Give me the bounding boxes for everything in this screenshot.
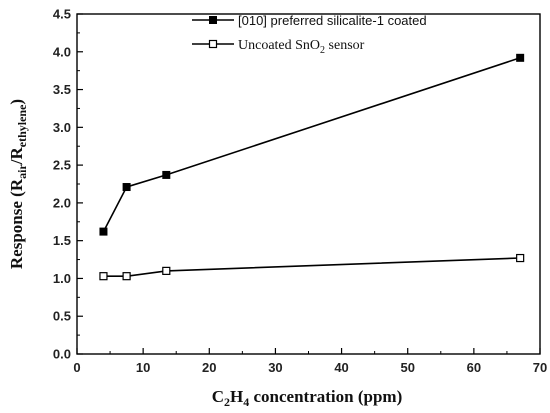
y-tick-label: 3.0 bbox=[53, 120, 71, 135]
data-point-1-2 bbox=[162, 266, 171, 275]
y-tick-label: 0.5 bbox=[53, 309, 71, 324]
y-title-post: ) bbox=[7, 99, 26, 105]
legend-label-uncoated: Uncoated SnO2 sensor bbox=[238, 38, 365, 56]
x-title-mid: H bbox=[230, 387, 243, 406]
x-axis-ticks: 0 10 20 30 40 50 60 70 bbox=[73, 348, 547, 375]
x-tick-label: 40 bbox=[334, 360, 348, 375]
y-tick-label: 2.5 bbox=[53, 158, 71, 173]
legend-label-coated: [010] preferred silicalite-1 coated bbox=[238, 13, 427, 28]
x-title-sub2: 4 bbox=[243, 395, 249, 409]
y-tick-label: 1.0 bbox=[53, 271, 71, 286]
y-tick-label: 4.0 bbox=[53, 44, 71, 59]
legend: [010] preferred silicalite-1 coated Unco… bbox=[192, 13, 427, 56]
legend-label-uncoated-pre: Uncoated SnO bbox=[238, 38, 320, 53]
data-point-1-0 bbox=[99, 272, 108, 281]
x-tick-label: 50 bbox=[400, 360, 414, 375]
data-point-1-3 bbox=[516, 253, 525, 263]
x-tick-label: 30 bbox=[268, 360, 282, 375]
x-tick-label: 10 bbox=[136, 360, 150, 375]
y-tick-label: 0.0 bbox=[53, 347, 71, 362]
x-tick-label: 20 bbox=[202, 360, 216, 375]
y-title-pre: Response (R bbox=[7, 178, 26, 269]
plot-frame bbox=[76, 13, 541, 355]
x-tick-label: 70 bbox=[533, 360, 547, 375]
x-title-rest: concentration (ppm) bbox=[249, 387, 402, 406]
legend-marker-coated bbox=[209, 16, 217, 24]
series-line-0 bbox=[102, 57, 521, 232]
plot-border bbox=[76, 13, 541, 355]
legend-label-uncoated-sub: 2 bbox=[320, 45, 325, 56]
series-line-1 bbox=[103, 257, 521, 278]
series-layer bbox=[99, 53, 525, 281]
x-title-sub1: 2 bbox=[224, 395, 230, 409]
data-point-0-3 bbox=[516, 53, 525, 62]
y-tick-label: 4.5 bbox=[53, 7, 71, 22]
data-point-0-1 bbox=[122, 183, 131, 192]
x-axis-title: C2H4 concentration (ppm) bbox=[212, 387, 403, 409]
y-title-mid: /R bbox=[7, 147, 26, 166]
y-axis-title: Response (Rair/Rethylene) bbox=[7, 99, 29, 269]
y-tick-label: 2.0 bbox=[53, 195, 71, 210]
y-tick-label: 3.5 bbox=[53, 82, 71, 97]
data-point-0-0 bbox=[99, 227, 108, 236]
data-point-1-1 bbox=[122, 272, 131, 281]
x-tick-label: 60 bbox=[467, 360, 481, 375]
data-point-0-2 bbox=[162, 170, 171, 179]
y-title-sub1: air bbox=[15, 164, 29, 179]
x-title-base: C bbox=[212, 387, 224, 406]
legend-marker-uncoated bbox=[208, 39, 218, 49]
legend-label-uncoated-post: sensor bbox=[325, 38, 365, 53]
x-tick-label: 0 bbox=[73, 360, 80, 375]
y-axis-ticks: 0.0 0.5 1.0 1.5 2.0 2.5 3.0 3.5 4.0 4.5 bbox=[53, 7, 83, 362]
y-tick-label: 1.5 bbox=[53, 233, 71, 248]
y-title-sub2: ethylene bbox=[15, 104, 29, 147]
